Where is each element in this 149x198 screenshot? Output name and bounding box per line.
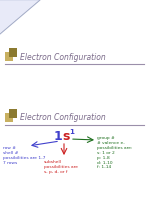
Text: Electron Configuration: Electron Configuration: [20, 113, 106, 123]
Bar: [5, 52, 13, 61]
Text: 1: 1: [53, 129, 62, 143]
Text: row #
shell #
possibilities are 1-7
7 rows: row # shell # possibilities are 1-7 7 ro…: [3, 146, 45, 165]
Polygon shape: [0, 0, 40, 34]
Bar: [9, 48, 17, 57]
Text: subshell
possibilities are
s, p, d, or f: subshell possibilities are s, p, d, or f: [44, 160, 78, 174]
Text: group #
# valence e-
possibilities are:
s: 1 or 2
p: 1-8
d: 1-10
f: 1-14: group # # valence e- possibilities are: …: [97, 136, 132, 169]
Text: Electron Configuration: Electron Configuration: [20, 52, 106, 62]
Bar: [5, 113, 13, 122]
Text: 1: 1: [69, 129, 74, 135]
Text: s: s: [62, 129, 69, 143]
Bar: [9, 109, 17, 118]
